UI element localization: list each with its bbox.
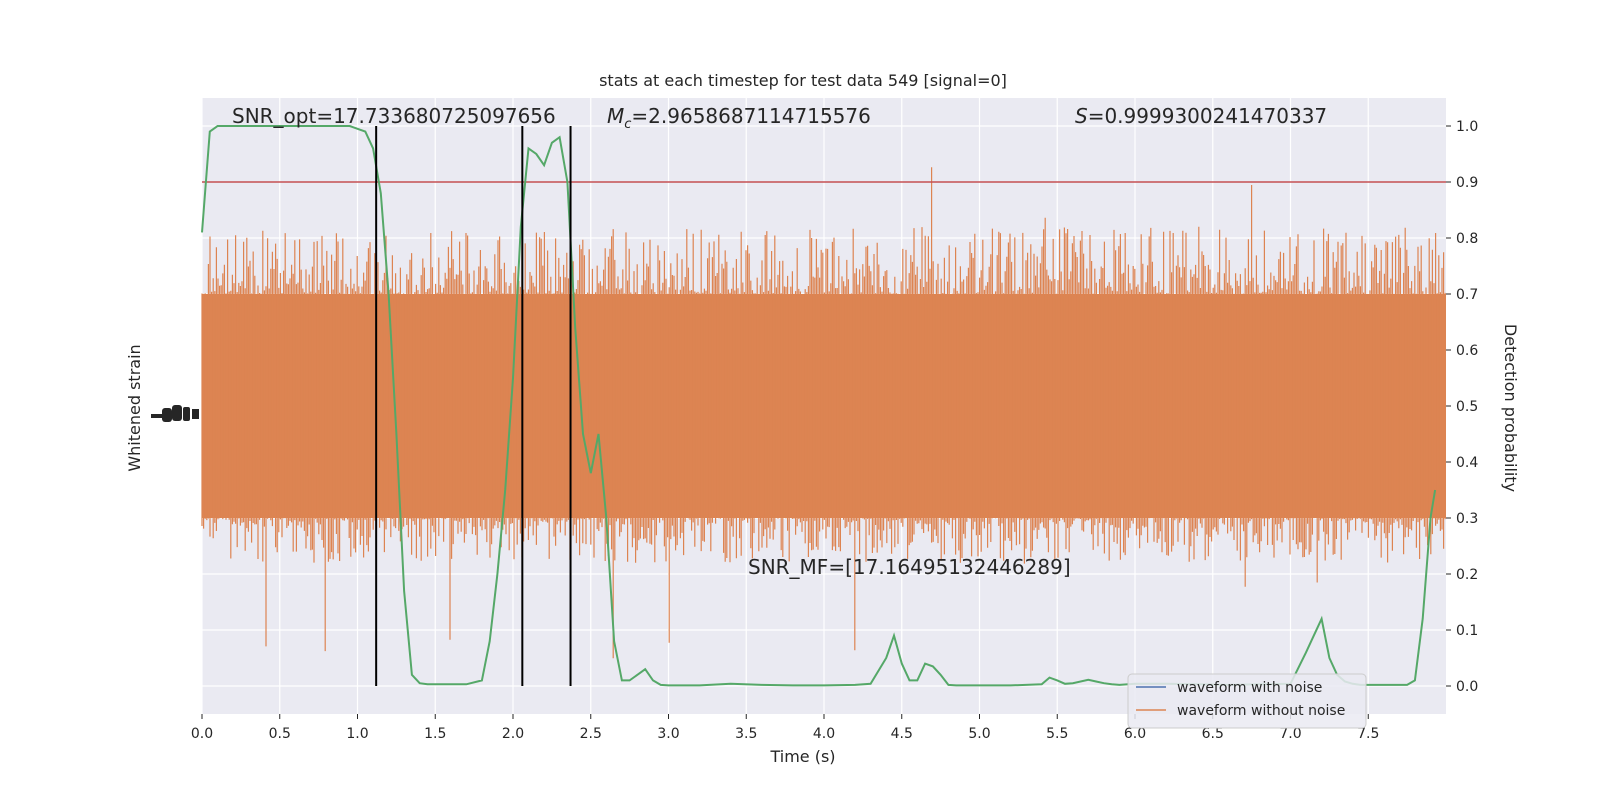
y-tick-label-right: 0.4	[1456, 455, 1478, 471]
left-tick-labels-overlapping	[151, 405, 199, 422]
x-tick-label: 4.5	[891, 726, 913, 742]
legend: waveform with noise waveform without noi…	[1127, 673, 1367, 729]
x-tick-label: 1.5	[424, 726, 446, 742]
x-tick-label: 0.0	[191, 726, 213, 742]
y-tick-marks-right	[1446, 125, 1451, 687]
x-tick-label: 3.5	[735, 726, 757, 742]
y-tick-labels-right: 0.0 0.1 0.2 0.3 0.4 0.5 0.6 0.7 0.8 0.9 1.0	[1456, 119, 1478, 695]
annotation-chirp-mass: Mc=2.9658687114715576	[607, 104, 871, 132]
y-tick-label-right: 0.1	[1456, 623, 1478, 639]
x-axis-label: Time (s)	[769, 747, 835, 766]
y-tick-label-right: 0.3	[1456, 511, 1478, 527]
vertical-markers	[375, 126, 572, 686]
y-tick-label-right: 0.2	[1456, 567, 1478, 583]
strain-spikes	[201, 167, 1446, 659]
y-tick-label-right: 0.0	[1456, 679, 1478, 695]
x-tick-label: 7.0	[1279, 726, 1301, 742]
x-tick-label: 5.5	[1046, 726, 1068, 742]
left-tick-glyph	[162, 408, 172, 422]
x-tick-label: 0.5	[269, 726, 291, 742]
left-tick-glyph	[172, 405, 182, 421]
y-tick-label-right: 0.9	[1456, 175, 1478, 191]
x-tick-labels: 0.0 0.5 1.0 1.5 2.0 2.5 3.0 3.5 4.0 4.5 5.0 5.5 6.0 6…	[191, 726, 1380, 742]
annotation-snr-mf: SNR_MF=[17.16495132446289]	[748, 555, 1071, 579]
left-tick-glyph	[192, 409, 199, 419]
annotation-score: S=0.9999300241470337	[1075, 104, 1327, 128]
x-tick-label: 7.5	[1357, 726, 1379, 742]
y-tick-label-right: 0.7	[1456, 287, 1478, 303]
x-tick-label: 6.5	[1202, 726, 1224, 742]
legend-label-clean: waveform without noise	[1177, 703, 1345, 719]
left-tick-glyph	[183, 407, 190, 421]
y-axis-label-right: Detection probability	[1501, 324, 1520, 492]
legend-label-noisy: waveform with noise	[1177, 680, 1322, 696]
x-tick-label: 2.0	[502, 726, 524, 742]
annotation-snr-opt: SNR_opt=17.733680725097656	[232, 104, 556, 128]
x-tick-label: 2.5	[580, 726, 602, 742]
x-tick-label: 5.0	[968, 726, 990, 742]
y-axis-label-left: Whitened strain	[125, 344, 144, 471]
x-tick-label: 6.0	[1124, 726, 1146, 742]
x-tick-label: 4.0	[813, 726, 835, 742]
y-tick-label-right: 0.5	[1456, 399, 1478, 415]
legend-box	[1127, 673, 1367, 729]
chart-title: stats at each timestep for test data 549…	[599, 71, 1007, 90]
x-tick-label: 1.0	[346, 726, 368, 742]
y-tick-label-right: 0.6	[1456, 343, 1478, 359]
x-tick-label: 3.0	[657, 726, 679, 742]
y-tick-label-right: 0.8	[1456, 231, 1478, 247]
y-tick-label-right: 1.0	[1456, 119, 1478, 135]
left-tick-glyph	[151, 414, 163, 418]
series-waveform-without-noise	[201, 167, 1446, 659]
